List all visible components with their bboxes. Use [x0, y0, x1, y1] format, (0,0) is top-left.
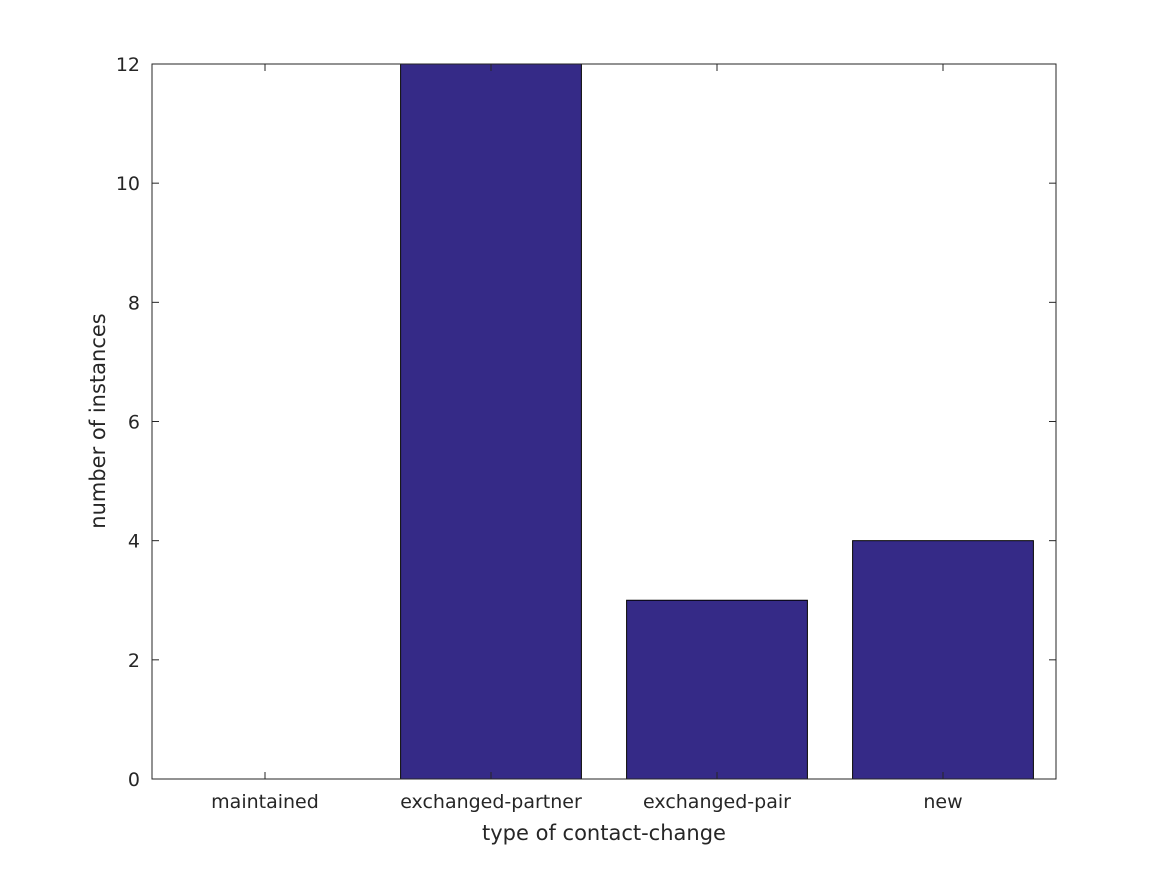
- y-tick-label: 12: [116, 54, 140, 76]
- x-tick-label-exchanged-partner: exchanged-partner: [400, 791, 582, 813]
- y-tick-label: 10: [116, 173, 140, 195]
- x-axis-label: type of contact-change: [482, 821, 726, 845]
- bars-group: [400, 63, 1034, 780]
- x-tick-label-new: new: [923, 791, 962, 813]
- x-tick-label-exchanged-pair: exchanged-pair: [643, 791, 791, 813]
- bar-new: [852, 540, 1034, 780]
- y-tick-label: 6: [128, 412, 140, 434]
- x-tick-labels: maintained exchanged-partner exchanged-pai…: [211, 791, 962, 813]
- y-axis-label: number of instances: [86, 313, 110, 528]
- bar-exchanged-partner: [400, 63, 582, 780]
- y-tick-label: 4: [128, 531, 140, 553]
- y-tick-labels: 0 2 4 6 8 10 12: [116, 54, 140, 791]
- plot-frame: [151, 63, 1057, 780]
- x-tick-label-maintained: maintained: [211, 791, 319, 813]
- bar-exchanged-pair: [626, 599, 808, 780]
- y-tick-label: 2: [128, 650, 140, 672]
- y-tick-label: 8: [128, 292, 140, 314]
- y-tick-label: 0: [128, 769, 140, 791]
